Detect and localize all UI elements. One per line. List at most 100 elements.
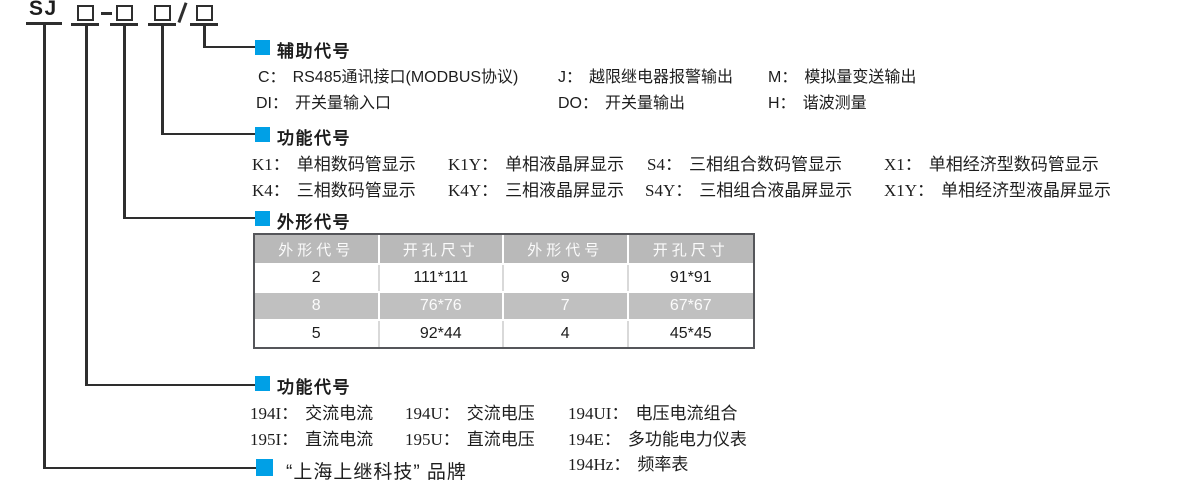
code-label: S4： [647,155,682,174]
table-cell: 45*45 [628,321,753,347]
code-label: K1Y： [448,155,499,174]
table-cell: 2 [255,265,380,291]
code-desc: 开关量输入口 [295,95,392,112]
table-cell: 4 [504,321,629,347]
connector-function-horizontal [85,383,255,386]
code-label: X1Y： [884,181,935,200]
code-desc: 三相数码管显示 [296,181,416,200]
code-label: K4： [252,181,290,200]
display-code-item: S4： 三相组合数码管显示 [647,150,842,175]
display-code-item: K1： 单相数码管显示 [252,150,416,175]
display-code-item: K4： 三相数码管显示 [252,176,416,201]
table-header-cell: 外形代号 [504,235,629,263]
code-desc: 直流电流 [305,430,374,449]
code-desc: 三相液晶屏显示 [505,181,625,200]
code-label: DO： [558,95,599,112]
connector-function-vertical [85,25,88,386]
code-desc: 越限继电器报警输出 [589,69,734,86]
code-desc: 单相数码管显示 [296,155,416,174]
connector-aux-vertical [203,25,206,48]
slash-separator [177,2,188,23]
table-cell: 92*44 [379,321,504,347]
aux-code-item: M： 模拟量变送输出 [768,63,916,87]
model-underline [190,23,218,26]
model-box-function [77,5,94,21]
code-desc: 单相液晶屏显示 [505,155,625,174]
section-bullet-icon [255,211,270,226]
function-code-item: 194U： 交流电压 [405,399,535,424]
model-underline [148,23,176,26]
code-desc: 交流电流 [305,404,374,423]
section-title-function: 功能代号 [277,378,351,397]
code-label: 195U： [405,430,460,449]
code-desc: 交流电压 [466,404,535,423]
code-label: 194U： [405,404,460,423]
model-box-display [154,5,171,21]
section-bullet-icon [256,459,273,476]
code-desc: 三相组合液晶屏显示 [699,181,853,200]
model-box-shape [116,5,133,21]
code-label: X1： [884,155,922,174]
code-label: K4Y： [448,181,499,200]
display-code-item: K4Y： 三相液晶屏显示 [448,176,624,201]
section-bullet-icon [255,40,270,55]
code-label: 194UI： [568,404,629,423]
function-code-item: 194E： 多功能电力仪表 [568,425,747,450]
code-label: C： [258,69,286,86]
connector-aux-horizontal [203,45,255,48]
table-cell: 91*91 [628,265,753,291]
code-desc: 多功能电力仪表 [627,430,747,449]
display-code-item: X1： 单相经济型数码管显示 [884,150,1099,175]
model-underline [71,23,99,26]
code-label: DI： [256,95,289,112]
code-desc: 直流电压 [466,430,535,449]
function-code-item: 194I： 交流电流 [250,399,373,424]
code-desc: RS485通讯接口(MODBUS协议) [292,69,519,86]
table-header-cell: 外形代号 [255,235,380,263]
code-desc: 频率表 [637,455,689,474]
connector-shape-vertical [123,25,126,219]
code-label: M： [768,69,798,86]
aux-code-item: C： RS485通讯接口(MODBUS协议) [258,63,518,87]
aux-code-item: J： 越限继电器报警输出 [558,63,733,87]
code-label: H： [768,95,796,112]
code-desc: 开关量输出 [605,95,686,112]
code-desc: 电压电流组合 [635,404,738,423]
section-title-aux: 辅助代号 [277,42,351,61]
function-code-item: 194Hz： 频率表 [568,450,688,475]
table-cell: 5 [255,321,380,347]
table-cell: 67*67 [628,293,753,319]
code-desc: 单相经济型液晶屏显示 [941,181,1112,200]
connector-display-vertical [161,25,164,135]
table-header-cell: 开孔尺寸 [379,235,504,263]
function-code-item: 194UI： 电压电流组合 [568,399,737,424]
connector-brand-vertical [43,24,46,469]
aux-code-item: H： 谐波测量 [768,89,867,113]
code-desc: 谐波测量 [802,95,867,112]
model-prefix: SJ [29,0,58,20]
code-label: 194Hz： [568,455,631,474]
display-code-item: S4Y： 三相组合液晶屏显示 [645,176,852,201]
code-label: 195I： [250,430,299,449]
table-cell: 9 [504,265,629,291]
code-desc: 三相组合数码管显示 [688,155,842,174]
display-code-item: K1Y： 单相液晶屏显示 [448,150,624,175]
code-label: 194E： [568,430,621,449]
code-label: S4Y： [645,181,693,200]
connector-brand-horizontal [43,466,256,469]
function-code-item: 195I： 直流电流 [250,425,373,450]
section-bullet-icon [255,127,270,142]
table-cell: 7 [504,293,629,319]
code-label: 194I： [250,404,299,423]
code-desc: 单相经济型数码管显示 [928,155,1099,174]
dash-separator [101,12,112,15]
section-bullet-icon [255,376,270,391]
code-label: J： [558,69,583,86]
model-box-aux [196,5,213,21]
table-cell: 8 [255,293,380,319]
table-cell: 111*111 [379,265,504,291]
code-label: K1： [252,155,290,174]
function-code-item: 195U： 直流电压 [405,425,535,450]
section-title-shape: 外形代号 [277,213,351,232]
